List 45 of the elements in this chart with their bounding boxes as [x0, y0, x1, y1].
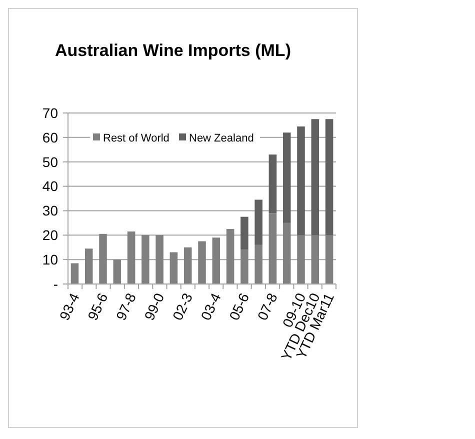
bar [226, 229, 234, 284]
y-tick-label: - [53, 276, 58, 292]
legend-label: New Zealand [189, 132, 254, 144]
y-tick-label: 20 [42, 227, 58, 244]
x-tick-label: 02-3 [169, 290, 196, 323]
bar [198, 241, 206, 284]
x-tick-label: 95-6 [84, 290, 111, 323]
x-tick-label: 07-8 [254, 290, 281, 323]
x-tick-label: 93-4 [56, 290, 83, 323]
x-tick-label: 05-6 [226, 290, 252, 323]
chart-title: Australian Wine Imports (ML) [55, 41, 291, 60]
x-tick-label: 97-8 [112, 290, 140, 323]
bar [297, 235, 305, 284]
x-tick-label: 99-0 [140, 290, 168, 323]
bar [240, 216, 248, 250]
y-tick-label: 50 [42, 154, 58, 170]
y-tick-label: 40 [42, 178, 58, 194]
bar [325, 235, 334, 284]
bar [311, 235, 320, 284]
y-tick-label: 70 [42, 104, 58, 121]
bar [240, 250, 248, 284]
bar [282, 132, 291, 223]
bar [142, 235, 150, 284]
bar [170, 252, 178, 284]
x-tick-label: 03-4 [198, 290, 224, 323]
bar [297, 126, 305, 236]
y-tick-label: 60 [42, 129, 58, 146]
bar [268, 154, 277, 214]
bar [127, 231, 136, 284]
bar [84, 248, 93, 284]
bar [325, 119, 334, 236]
y-tick-label: 30 [42, 202, 58, 219]
bar [70, 263, 79, 284]
bar [268, 213, 277, 284]
bar [156, 235, 164, 284]
bar [311, 119, 320, 236]
bar [99, 234, 107, 284]
y-tick-label: 10 [42, 251, 58, 268]
bar [184, 247, 192, 284]
bar [113, 260, 122, 284]
bar [212, 238, 220, 284]
legend-label: Rest of World [103, 132, 170, 144]
bar [254, 244, 262, 284]
bar [254, 200, 262, 245]
bar [282, 222, 291, 284]
